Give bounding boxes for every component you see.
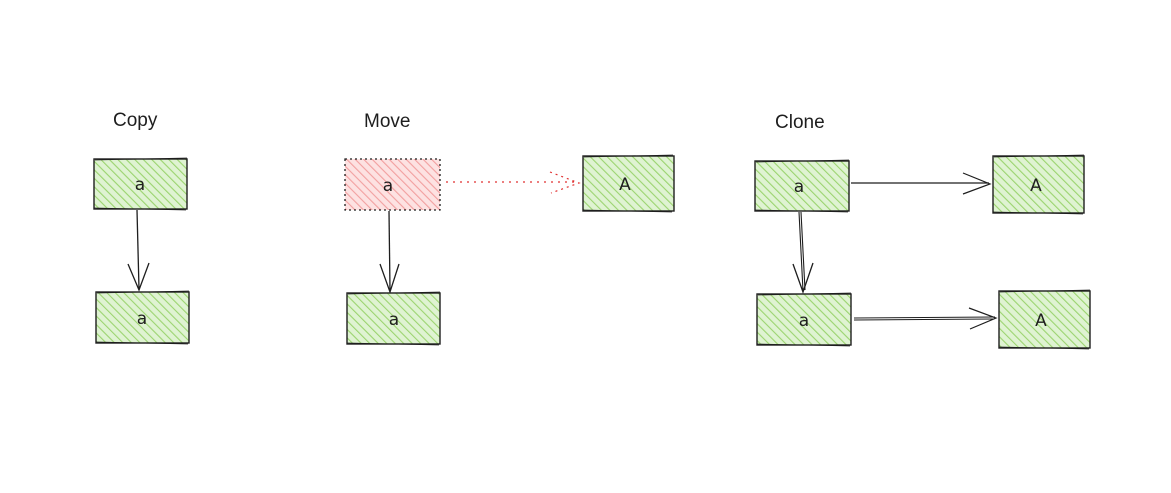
copy-section: Copy a a <box>93 110 190 345</box>
clone-arrow <box>792 211 814 294</box>
move-dotted-arrow <box>446 171 581 194</box>
move-moved-label: A <box>619 175 631 195</box>
move-arrow <box>379 210 400 295</box>
move-section: Move a A a <box>344 111 675 346</box>
clone-source-link-arrow <box>851 172 992 195</box>
clone-source-label: a <box>794 177 804 197</box>
clone-target-node[interactable]: a <box>756 292 852 347</box>
copy-target-node[interactable]: a <box>95 290 190 345</box>
clone-target-link-label: A <box>1035 311 1047 331</box>
move-moved-node[interactable]: A <box>582 154 675 213</box>
copy-title: Copy <box>113 110 158 131</box>
copy-source-label: a <box>135 175 145 195</box>
clone-target-link-node[interactable]: A <box>998 289 1091 350</box>
move-target-label: a <box>389 310 399 330</box>
move-target-node[interactable]: a <box>346 291 441 346</box>
clone-title: Clone <box>775 112 825 133</box>
move-source-label: a <box>383 176 393 196</box>
move-title: Move <box>364 111 410 132</box>
clone-source-link-label: A <box>1030 176 1042 196</box>
copy-source-node[interactable]: a <box>93 157 188 211</box>
clone-target-link-arrow <box>853 307 998 330</box>
clone-source-node[interactable]: a <box>754 159 850 213</box>
clone-target-label: a <box>799 311 809 331</box>
clone-section: Clone a A a <box>754 112 1091 350</box>
clone-source-link-node[interactable]: A <box>992 154 1085 215</box>
copy-target-label: a <box>137 309 147 329</box>
copy-arrow <box>127 209 150 292</box>
move-source-node[interactable]: a <box>344 158 441 211</box>
